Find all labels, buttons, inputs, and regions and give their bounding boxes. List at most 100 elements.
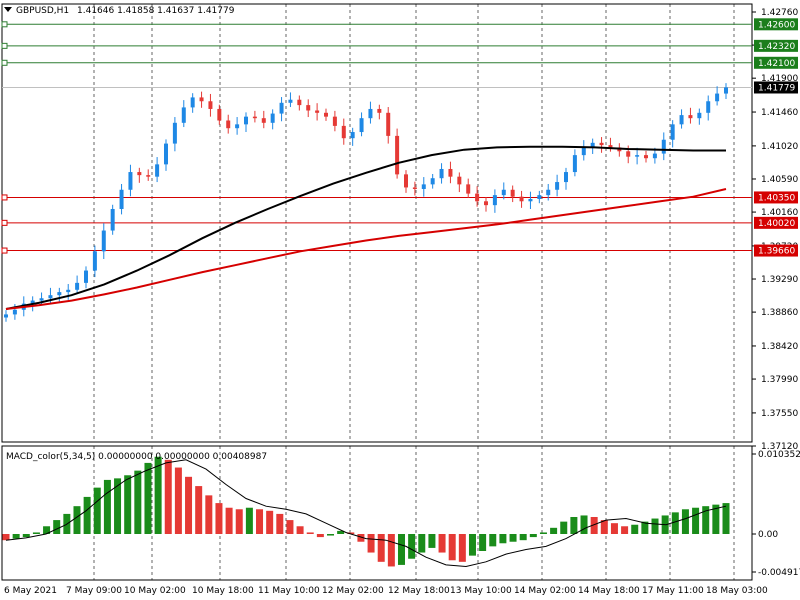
price-tick-label: 1.41900 [761,74,798,84]
level-badge [754,216,798,229]
candle-down [297,99,302,106]
price-tick-label: 1.38860 [761,308,798,318]
macd-bar [296,526,304,534]
candle-up [92,251,97,271]
macd-bar [387,533,395,567]
macd-tick-label: 0.0103525 [758,450,800,460]
candle-up [39,298,44,301]
price-tick-label: 1.40590 [761,175,798,185]
macd-signal-line [5,459,727,568]
candle-up [679,115,684,125]
macd-bar [519,533,527,541]
candle-down [137,172,142,176]
candle-down [324,112,328,117]
candle-up [706,101,711,113]
level-label: 1.40020 [758,219,795,229]
candle-up [492,195,497,206]
macd-bar [580,515,588,534]
time-tick-label: 17 May 11:00 [642,586,704,596]
candle-up [75,282,80,290]
candle-up [421,184,426,189]
price-tick-label: 1.37990 [761,375,798,385]
candle-up [181,107,186,123]
level-handle [1,42,8,49]
collapse-triangle-icon[interactable] [4,7,12,12]
candle-up [528,198,533,202]
candle-up [128,172,133,190]
price-tick-label: 1.38420 [761,342,798,352]
macd-bar [428,533,436,548]
time-tick-label: 14 May 18:00 [578,586,640,596]
candle-up [84,270,88,283]
time-tick-label: 10 May 18:00 [192,586,254,596]
macd-bar [418,533,426,553]
macd-bar [316,533,324,538]
candle-up [546,189,551,196]
macd-bar [174,467,182,534]
price-tick-label: 1.37120 [761,442,798,452]
candle-up [635,155,640,157]
level-badge [754,39,798,52]
candle-down [341,125,346,139]
macd-bar [12,533,20,539]
candle-down [448,168,453,177]
price-tick-label: 1.39290 [761,275,798,285]
macd-bar [671,512,679,534]
candle-down [208,101,213,109]
macd-bar [164,459,172,534]
macd-bar [256,509,264,534]
macd-bar [539,532,547,534]
macd-bar [529,533,537,538]
candle-down [404,174,408,188]
candle-down [599,142,604,146]
macd-bar [631,524,639,534]
macd-bar [600,520,608,534]
macd-bar [377,533,385,562]
macd-bar [651,518,659,534]
time-tick-label: 14 May 02:00 [514,586,576,596]
macd-bar [702,506,710,534]
candle-up [66,289,71,293]
candle-down [626,151,631,157]
price-pane[interactable] [1,3,753,443]
candle-up [172,122,177,144]
candle-down [217,108,222,121]
candle-down [332,116,337,126]
macd-bar [43,526,51,534]
candle-down [644,155,648,159]
candle-up [555,182,560,190]
macd-bar [83,496,91,534]
candle-down [395,135,400,175]
candle-down [510,189,515,197]
candle-up [270,113,275,123]
candle-up [164,143,168,165]
macd-bar [225,507,233,534]
macd-bar [154,456,162,534]
time-tick-label: 10 May 02:00 [124,586,186,596]
macd-pane[interactable] [1,445,753,581]
macd-bar [458,533,466,562]
candle-up [350,132,355,139]
candle-up [279,102,284,114]
macd-bar [692,507,700,534]
level-label: 1.42320 [758,42,795,52]
macd-bar [73,506,81,534]
macd-bar [448,533,456,561]
macd-bar [195,486,203,534]
macd-bar [397,533,405,565]
level-badge [754,191,798,204]
time-axis: 6 May 2021 7 May 09:00 10 May 02:00 10 May … [4,586,768,596]
price-tick-label: 1.41020 [761,142,798,152]
candle-up [724,87,728,94]
level-handle [1,247,8,254]
price-tick-label: 1.37550 [761,409,798,419]
macd-bar [347,532,355,534]
time-tick-label: 13 May 10:00 [450,586,512,596]
macd-bar [590,516,598,534]
price-tick-label: 1.40160 [761,208,798,218]
macd-bar [215,503,223,534]
macd-bar [722,503,730,534]
macd-bar [276,513,284,534]
candle-up [155,164,160,177]
